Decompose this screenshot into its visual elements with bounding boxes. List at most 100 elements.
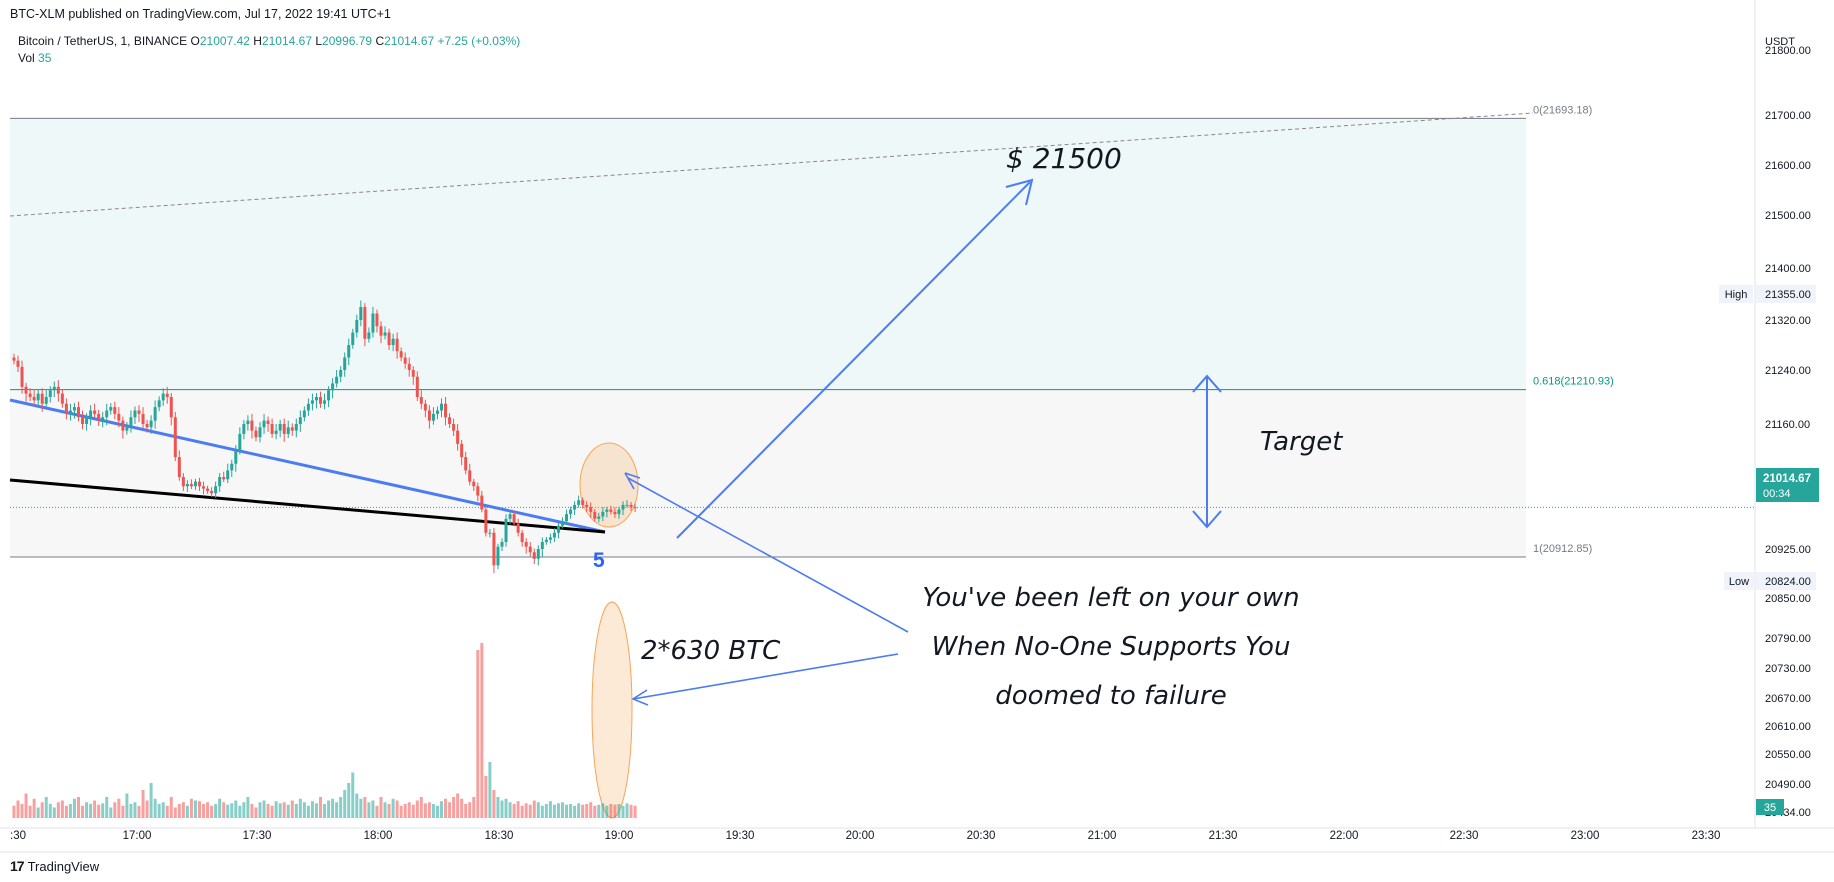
time-tick-label: 19:00 bbox=[605, 830, 634, 842]
candle-body bbox=[500, 542, 504, 547]
volume-bar bbox=[310, 801, 314, 818]
volume-legend[interactable]: Vol 35 bbox=[18, 51, 51, 65]
candle-body bbox=[270, 424, 274, 434]
volume-bar bbox=[492, 790, 496, 818]
message-line-3: doomed to failure bbox=[995, 681, 1226, 711]
volume-bar bbox=[40, 802, 44, 818]
candle-body bbox=[77, 407, 80, 418]
volume-bar bbox=[573, 805, 577, 818]
candle-body bbox=[472, 481, 476, 487]
candle-body bbox=[44, 397, 48, 404]
volume-bar bbox=[36, 807, 40, 818]
candle-body bbox=[218, 477, 222, 487]
volume-bar bbox=[617, 804, 621, 818]
candle-body bbox=[407, 363, 411, 370]
candle-body bbox=[141, 413, 145, 424]
bar-countdown: 00:34 bbox=[1763, 488, 1791, 500]
candle-body bbox=[85, 417, 89, 424]
volume-bar bbox=[218, 798, 222, 818]
fib-band-lower bbox=[10, 389, 1526, 557]
candle-body bbox=[117, 413, 121, 421]
volume-bar bbox=[193, 800, 197, 818]
candle-body bbox=[254, 430, 258, 438]
volume-bar bbox=[472, 797, 476, 818]
time-axis[interactable]: :30 17:00 17:30 18:00 18:30 19:00 19:30 20:00 20… bbox=[10, 830, 1720, 842]
volume-bar bbox=[77, 797, 80, 818]
volume-label: Vol bbox=[18, 51, 35, 65]
price-highlight-ellipse[interactable] bbox=[579, 442, 639, 528]
candle-body bbox=[193, 481, 197, 487]
callout-arrow-candle[interactable] bbox=[624, 472, 909, 633]
volume-bar bbox=[359, 798, 363, 818]
volume-bar bbox=[133, 802, 137, 818]
close-value: 21014.67 bbox=[384, 34, 435, 48]
candle-body bbox=[423, 403, 427, 411]
candle-body bbox=[391, 338, 395, 345]
volume-bar bbox=[242, 802, 246, 818]
candle-body bbox=[585, 504, 589, 508]
volume-bar bbox=[181, 802, 185, 818]
support-trend-line-blue[interactable] bbox=[9, 398, 606, 534]
tradingview-logo-icon: 17 bbox=[10, 858, 25, 874]
callout-arrow-volume[interactable] bbox=[631, 653, 899, 706]
fib-band-upper bbox=[10, 118, 1526, 390]
candle-body bbox=[282, 424, 286, 434]
volume-bar bbox=[294, 804, 298, 818]
measure-arrow[interactable] bbox=[1192, 374, 1222, 529]
volume-bar bbox=[177, 804, 181, 818]
candle-body bbox=[89, 410, 93, 418]
volume-bar bbox=[202, 804, 206, 818]
last-price-value: 21014.67 bbox=[1763, 473, 1811, 485]
candle-body bbox=[234, 450, 238, 464]
tradingview-brand[interactable]: 17 TradingView bbox=[10, 858, 99, 874]
price-axis[interactable]: 21800.00 21700.00 21600.00 21500.00 21400.00… bbox=[1765, 45, 1811, 819]
volume-bar bbox=[234, 800, 238, 818]
volume-bar bbox=[581, 804, 585, 818]
candle-body bbox=[206, 488, 210, 491]
time-tick-label: 20:00 bbox=[846, 830, 875, 842]
volume-bar bbox=[524, 803, 528, 818]
volume-bar bbox=[585, 804, 589, 818]
volume-bar bbox=[109, 807, 113, 818]
fib-retracement[interactable]: 0(21693.18) 0.618(21210.93) 1(20912.85) bbox=[9, 104, 1614, 558]
volume-bar bbox=[435, 805, 439, 818]
volume-bar bbox=[613, 804, 617, 818]
price-tick-label: 20730.00 bbox=[1765, 663, 1811, 675]
symbol-legend[interactable]: Bitcoin / TetherUS, 1, BINANCE O21007.42… bbox=[18, 34, 520, 48]
low-label: L bbox=[315, 34, 323, 48]
volume-bar bbox=[258, 802, 262, 818]
volume-bar bbox=[407, 802, 411, 818]
price-tick-label: 21400.00 bbox=[1765, 263, 1811, 275]
price-tick-label: 20790.00 bbox=[1765, 633, 1811, 645]
volume-bar bbox=[28, 805, 32, 818]
volume-bar bbox=[448, 802, 452, 818]
message-line-2: When No-One Supports You bbox=[932, 632, 1291, 662]
volume-bar bbox=[464, 804, 468, 818]
symbol-name[interactable]: Bitcoin / TetherUS, 1, BINANCE bbox=[18, 34, 188, 48]
candle-body bbox=[629, 504, 633, 508]
candle-body bbox=[609, 509, 613, 512]
candle-body bbox=[105, 410, 109, 418]
volume-bar bbox=[399, 805, 403, 818]
volume-bar bbox=[528, 804, 532, 818]
candle-body bbox=[169, 397, 173, 418]
candle-body bbox=[16, 360, 20, 367]
high-label: H bbox=[253, 34, 262, 48]
volume-bar bbox=[625, 803, 629, 818]
volume-bar bbox=[60, 800, 64, 818]
volume-bar bbox=[548, 801, 552, 818]
volume-highlight-ellipse[interactable] bbox=[591, 601, 633, 819]
candle-body bbox=[419, 397, 423, 404]
candle-body bbox=[40, 393, 44, 404]
volume-bar bbox=[403, 804, 407, 818]
candle-body bbox=[540, 542, 544, 549]
target-arrow[interactable] bbox=[676, 178, 1034, 539]
candle-body bbox=[262, 420, 266, 428]
candle-body bbox=[12, 357, 16, 361]
candle-body bbox=[504, 518, 508, 543]
candle-body bbox=[52, 386, 56, 391]
candle-body bbox=[383, 332, 387, 336]
low-badge-value: 20824.00 bbox=[1765, 576, 1811, 588]
message-line-1: You've been left on your own bbox=[922, 583, 1299, 613]
